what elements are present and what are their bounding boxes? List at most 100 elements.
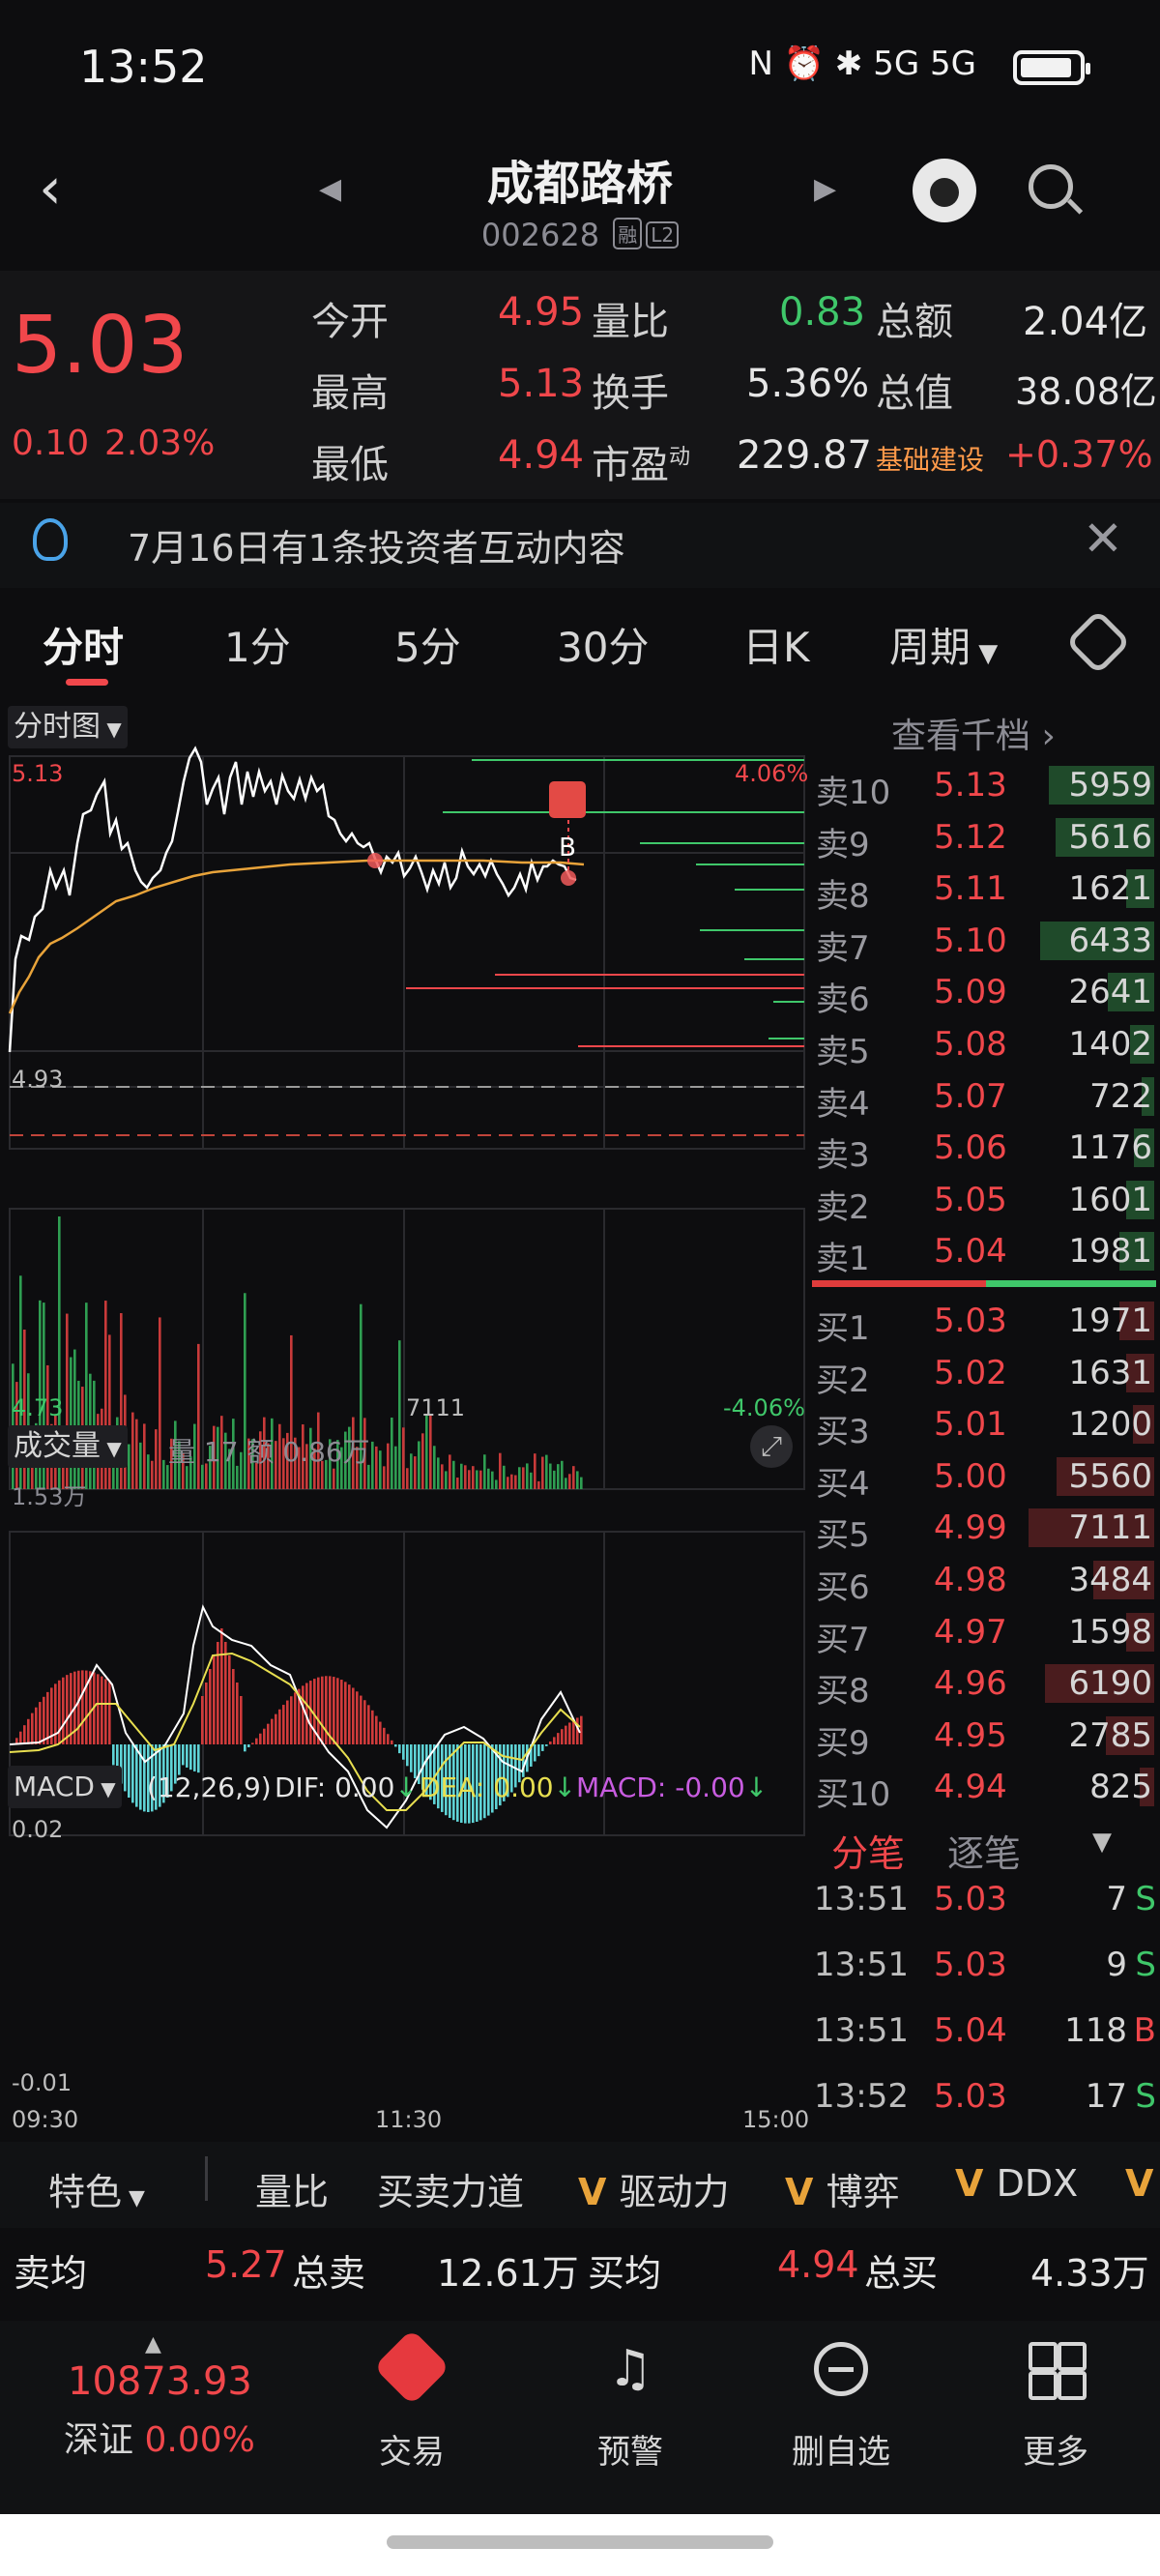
notice-bar[interactable] — [0, 503, 1160, 588]
search-icon[interactable] — [1029, 164, 1084, 215]
tab-30min[interactable]: 30分 — [557, 624, 650, 671]
nav-more[interactable]: 更多 — [1023, 2433, 1088, 2472]
tab-5min[interactable]: 5分 — [394, 624, 461, 671]
level-label: 卖5 — [816, 1033, 870, 1071]
macd-bar — [213, 1655, 216, 1744]
bid-row[interactable]: 买5 4.99 7111 — [810, 1503, 1160, 1556]
volume-select[interactable]: 成交量 ▼ — [8, 1425, 128, 1468]
macd-bar — [375, 1715, 378, 1744]
index-value[interactable]: 10873.93 — [68, 2359, 252, 2404]
macd-select[interactable]: MACD ▼ — [8, 1766, 122, 1808]
tab-tick-by-tick[interactable]: 逐笔 — [947, 1832, 1022, 1875]
volume-bar — [85, 1303, 88, 1489]
macd-bar — [54, 1683, 57, 1744]
volume-bar — [549, 1463, 552, 1489]
macd-bar — [394, 1744, 397, 1747]
feature-select[interactable]: 特色 ▼ — [48, 2162, 145, 2215]
macd-bar — [391, 1740, 393, 1744]
trade-volume: 9 — [1106, 1946, 1127, 1984]
chevron-down-icon[interactable]: ▼ — [1092, 1828, 1112, 1857]
ask-row[interactable]: 卖5 5.08 1402 — [810, 1019, 1160, 1071]
level-label: 买5 — [816, 1516, 870, 1556]
volume-bar — [251, 1439, 254, 1489]
home-indicator[interactable] — [387, 2535, 773, 2549]
macd-bar — [437, 1744, 440, 1809]
chart-area[interactable] — [0, 698, 807, 2139]
level-price: 4.97 — [934, 1612, 1007, 1652]
next-stock-icon[interactable]: ▶ — [814, 172, 837, 206]
close-icon[interactable]: ✕ — [1083, 511, 1123, 567]
ask-row[interactable]: 卖8 5.11 1621 — [810, 864, 1160, 916]
buy-avg-label: 买均 — [588, 2252, 662, 2295]
bid-row[interactable]: 买9 4.95 2785 — [810, 1711, 1160, 1763]
depth-volume-bar — [1093, 1561, 1154, 1599]
feature-game-label: 博弈 — [826, 2171, 900, 2213]
ask-row[interactable]: 卖4 5.07 722 — [810, 1071, 1160, 1124]
bid-row[interactable]: 买6 4.98 3484 — [810, 1555, 1160, 1607]
bid-row[interactable]: 买4 5.00 5560 — [810, 1451, 1160, 1504]
chart-type-select[interactable]: 分时图 ▼ — [8, 706, 128, 748]
macd-bar — [159, 1744, 161, 1807]
nav-trade[interactable]: 交易 — [379, 2433, 445, 2472]
bid-row[interactable]: 买8 4.96 6190 — [810, 1658, 1160, 1712]
tab-tick[interactable]: 分笔 — [831, 1832, 906, 1875]
tab-period[interactable]: 周期 ▼ — [889, 615, 998, 674]
remove-favorite-icon[interactable] — [814, 2342, 868, 2396]
ask-row[interactable]: 卖10 5.13 5959 — [810, 760, 1160, 812]
buy-marker[interactable] — [549, 781, 586, 818]
feature-game[interactable]: V 博弈 — [785, 2162, 900, 2215]
volume-bar — [437, 1457, 440, 1489]
macd-bar — [565, 1725, 567, 1744]
sell-total-value: 12.61万 — [437, 2252, 579, 2295]
back-icon[interactable]: ‹ — [39, 155, 62, 222]
bid-row[interactable]: 买1 5.03 1971 — [810, 1296, 1160, 1348]
ask-row[interactable]: 卖1 5.04 1981 — [810, 1226, 1160, 1279]
tab-daily-k[interactable]: 日K — [742, 624, 810, 671]
nav-remove-favorite[interactable]: 删自选 — [792, 2433, 890, 2472]
notice-text[interactable]: 7月16日有1条投资者互动内容 — [128, 527, 625, 570]
ask-row[interactable]: 卖2 5.05 1601 — [810, 1175, 1160, 1227]
volume-bar — [336, 1440, 339, 1489]
tab-timeshare[interactable]: 分时 — [43, 624, 125, 671]
tab-period-label: 周期 — [889, 624, 972, 671]
bid-row[interactable]: 买2 5.02 1631 — [810, 1348, 1160, 1400]
settings-icon[interactable] — [1065, 609, 1131, 675]
buy-avg-value: 4.94 — [777, 2243, 859, 2286]
volume-bar — [271, 1418, 274, 1489]
sector-label[interactable]: 基础建设 — [876, 444, 985, 476]
stock-code: 002628 融 L2 — [0, 217, 1160, 253]
macd-bar — [360, 1695, 362, 1744]
level-price: 5.13 — [934, 766, 1007, 805]
view-depth-link[interactable]: 查看千档 › — [891, 708, 1056, 758]
ask-row[interactable]: 卖9 5.12 5616 — [810, 812, 1160, 864]
feature-buy-sell-force[interactable]: 买卖力道 — [377, 2171, 525, 2213]
prev-stock-icon[interactable]: ◀ — [319, 172, 342, 206]
feature-drive[interactable]: V 驱动力 — [578, 2162, 730, 2215]
feature-select-label: 特色 — [48, 2171, 123, 2213]
ask-row[interactable]: 卖6 5.09 2641 — [810, 967, 1160, 1019]
index-label[interactable]: 深证 0.00% — [64, 2412, 255, 2462]
l2-tag: L2 — [646, 221, 680, 249]
expand-icon[interactable]: ⤢ — [750, 1425, 793, 1468]
mascot-icon[interactable] — [913, 159, 976, 222]
level-label: 卖1 — [816, 1240, 870, 1279]
feature-ddx[interactable]: V DDX — [955, 2162, 1078, 2205]
sell-avg-value: 5.27 — [205, 2243, 287, 2286]
macd-bar — [553, 1737, 556, 1744]
level-label: 买8 — [816, 1672, 870, 1712]
chevron-down-icon: ▼ — [971, 639, 999, 668]
ask-row[interactable]: 卖3 5.06 1176 — [810, 1123, 1160, 1175]
tab-1min[interactable]: 1分 — [224, 624, 291, 671]
volume-bar — [387, 1443, 390, 1489]
nav-alert[interactable]: 预警 — [597, 2433, 663, 2472]
ask-row[interactable]: 卖7 5.10 6433 — [810, 916, 1160, 968]
feature-volume-ratio[interactable]: 量比 — [255, 2171, 330, 2213]
bell-icon[interactable]: ♫ — [607, 2340, 653, 2398]
bid-row[interactable]: 买10 4.94 825 — [810, 1762, 1160, 1814]
level-price: 4.94 — [934, 1768, 1007, 1807]
bid-row[interactable]: 买3 5.01 1200 — [810, 1399, 1160, 1451]
macd-bar — [352, 1687, 355, 1744]
depth-volume-bar — [1134, 1128, 1154, 1168]
grid-icon[interactable] — [1029, 2342, 1087, 2400]
bid-row[interactable]: 买7 4.97 1598 — [810, 1607, 1160, 1659]
